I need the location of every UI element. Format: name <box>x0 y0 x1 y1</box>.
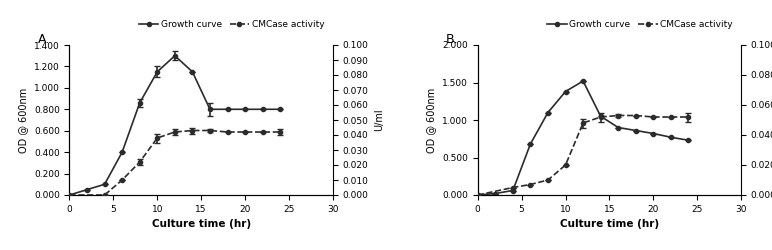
Legend: Growth curve, CMCase activity: Growth curve, CMCase activity <box>135 16 328 33</box>
Text: B.: B. <box>446 33 459 46</box>
X-axis label: Culture time (hr): Culture time (hr) <box>151 219 251 229</box>
Y-axis label: U/ml: U/ml <box>374 109 384 131</box>
Y-axis label: OD @ 600nm: OD @ 600nm <box>427 88 437 152</box>
Text: A.: A. <box>38 33 50 46</box>
Y-axis label: OD @ 600nm: OD @ 600nm <box>19 88 29 152</box>
Legend: Growth curve, CMCase activity: Growth curve, CMCase activity <box>543 16 736 33</box>
X-axis label: Culture time (hr): Culture time (hr) <box>560 219 659 229</box>
